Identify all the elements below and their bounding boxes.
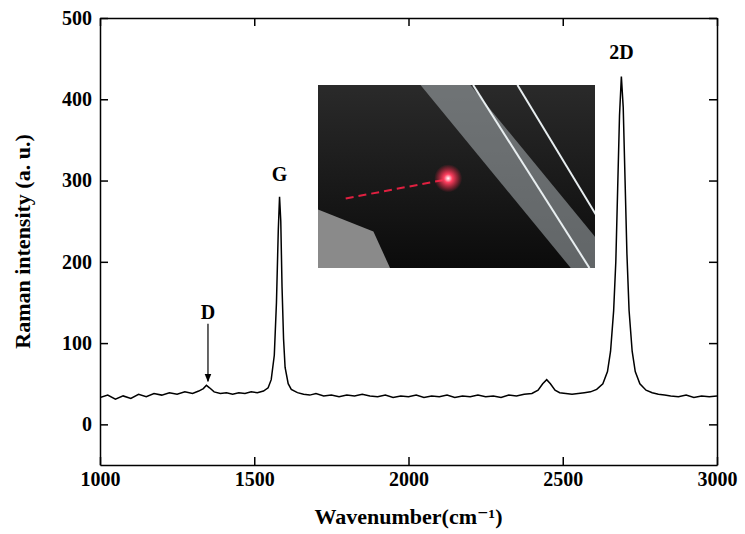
axis	[101, 18, 718, 26]
tick	[709, 343, 717, 344]
tick-label: 400	[62, 88, 92, 110]
tick	[709, 181, 717, 182]
tick-mark	[563, 457, 565, 465]
tick-mark	[709, 180, 717, 182]
photo-surface	[318, 209, 390, 268]
fiber	[420, 85, 595, 268]
laser-beam	[346, 180, 443, 198]
tick-label: 2000	[389, 468, 429, 490]
tick: 2500	[543, 457, 583, 490]
tick-label: 0	[82, 413, 92, 435]
tick-mark	[100, 424, 108, 426]
tick	[709, 424, 717, 425]
tick	[254, 18, 255, 26]
tick-mark	[563, 18, 565, 26]
tick: 200	[62, 251, 108, 273]
tick-mark	[408, 457, 410, 465]
tick	[409, 18, 410, 26]
peak-label: D	[201, 301, 215, 323]
axis-line	[100, 19, 102, 466]
tick-label: 2500	[543, 468, 583, 490]
tick: 0	[82, 413, 108, 435]
tick-mark	[100, 262, 108, 264]
plot: 1000 1500 2000 2500 3000 0 100 200 300 400 500 D G 2D	[62, 7, 738, 490]
y-axis-title: Raman intensity (a. u.)	[10, 134, 35, 349]
spectrum-line	[100, 77, 717, 400]
annotations: D G 2D	[201, 41, 634, 382]
inset-photo	[318, 85, 628, 268]
tick-mark	[709, 343, 717, 345]
annotation-arrow	[207, 324, 208, 382]
tick-mark	[254, 457, 256, 465]
tick	[709, 99, 717, 100]
tick-label: 300	[62, 169, 92, 191]
tick	[563, 18, 564, 26]
chart: 1000 1500 2000 2500 3000 0 100 200 300 400 500 D G 2D…	[0, 0, 745, 534]
tick-label: 500	[62, 7, 92, 29]
x-axis-title: Wavenumber(cm⁻¹)	[314, 504, 502, 529]
peak-label: 2D	[609, 41, 633, 63]
tick-mark	[709, 424, 717, 426]
laser-spot	[434, 164, 462, 192]
tick-mark	[709, 99, 717, 101]
axis	[709, 19, 718, 466]
axis: 1000 1500 2000 2500 3000	[81, 457, 738, 490]
tick-mark	[709, 18, 717, 20]
tick-mark	[100, 18, 108, 20]
axis-line	[717, 19, 719, 466]
tick-mark	[408, 18, 410, 26]
tick: 2000	[389, 457, 429, 490]
tick-label: 200	[62, 251, 92, 273]
tick	[709, 18, 717, 19]
data-layer	[100, 77, 717, 400]
tick: 400	[62, 88, 108, 110]
tick-label: 3000	[698, 468, 738, 490]
tick: 300	[62, 169, 108, 191]
tick-mark	[100, 99, 108, 101]
tick: 100	[62, 332, 108, 354]
tick-mark	[709, 262, 717, 264]
tick	[709, 262, 717, 263]
tick-mark	[100, 343, 108, 345]
peak-label: G	[272, 163, 288, 185]
tick-label: 1500	[235, 468, 275, 490]
tick-mark	[100, 180, 108, 182]
tick-mark	[254, 18, 256, 26]
fiber-edge	[517, 85, 595, 268]
tick-label: 1000	[81, 468, 121, 490]
tick: 1500	[235, 457, 275, 490]
tick-label: 100	[62, 332, 92, 354]
tick: 500	[62, 7, 108, 29]
